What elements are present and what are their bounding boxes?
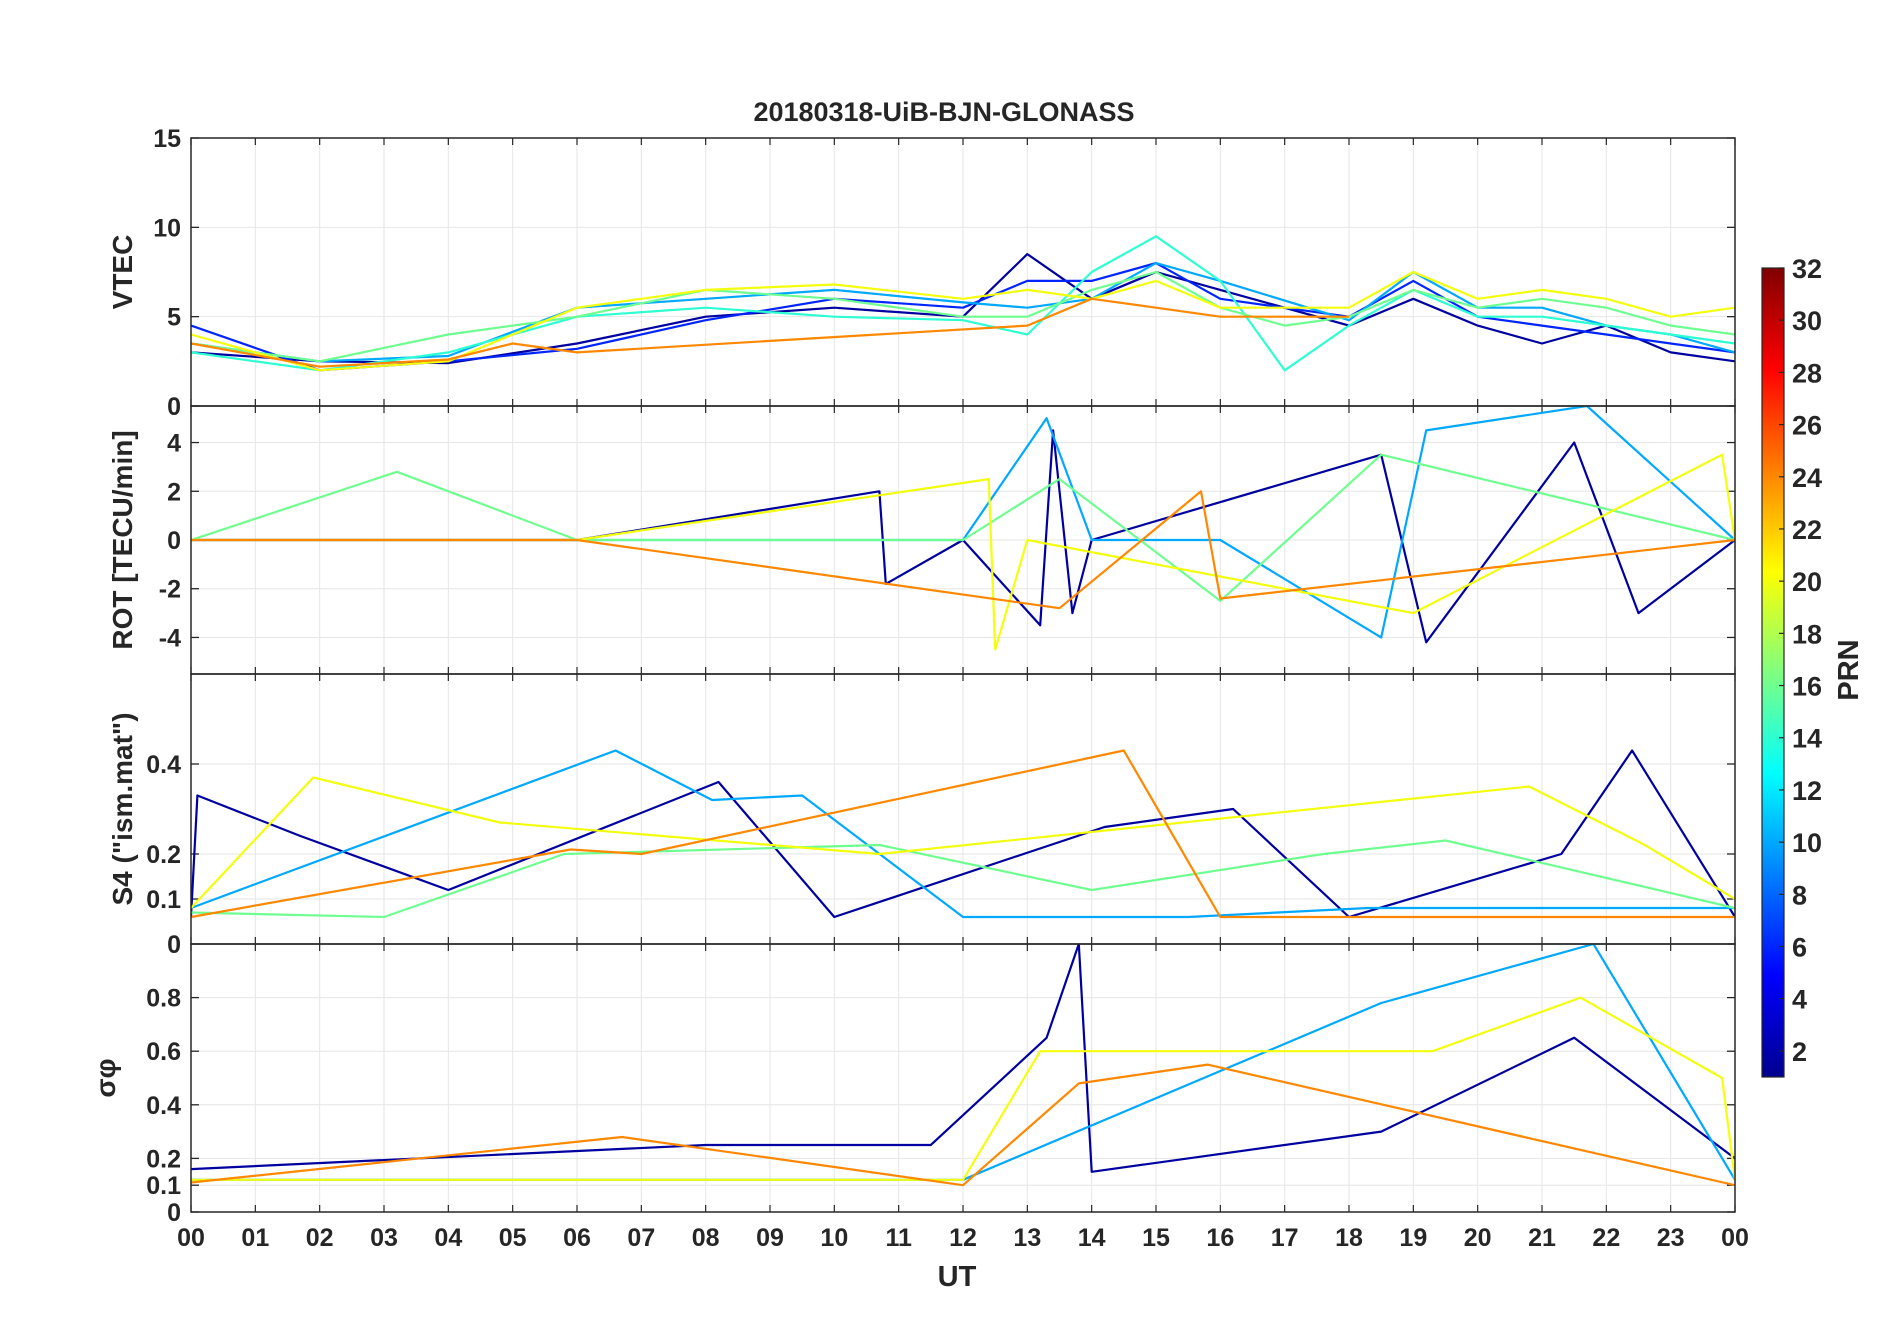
x-tick-label: 19 <box>1399 1224 1427 1252</box>
y-tick-label: 0.1 <box>146 1172 181 1200</box>
series-line-prn-10 <box>191 749 1735 919</box>
y-tick-label: 0 <box>167 393 181 421</box>
series-line-prn-24 <box>191 749 1735 919</box>
y-tick-label: 0 <box>167 931 181 959</box>
x-axis: 00 01 02 03 04 05 06 07 08 09 10 11 12 13 14 15 16 17 18 19… <box>177 1224 1749 1252</box>
colorbar-tick-label: 26 <box>1792 411 1822 441</box>
colorbar-tick-label: 30 <box>1792 306 1822 336</box>
series-line-prn-24 <box>191 490 1735 610</box>
x-tick-label: 16 <box>1206 1224 1234 1252</box>
x-axis-label: UT <box>938 1261 977 1293</box>
x-tick-label: 04 <box>434 1224 462 1252</box>
colorbar-tick-label: 12 <box>1792 776 1822 806</box>
y-tick-label: 0.8 <box>146 985 181 1013</box>
series-line-prn-24 <box>191 1063 1735 1187</box>
x-tick-label: 09 <box>756 1224 784 1252</box>
x-tick-label: 10 <box>820 1224 848 1252</box>
series-group <box>191 749 1735 919</box>
series-line-prn-6 <box>191 262 1735 372</box>
x-tick-label: 15 <box>1142 1224 1170 1252</box>
panel-frame <box>190 943 1736 1213</box>
x-tick-label: 02 <box>306 1224 334 1252</box>
series-line-prn-2 <box>191 944 1735 1173</box>
x-tick-label: 12 <box>949 1224 977 1252</box>
y-tick-label: 0.2 <box>146 1145 181 1173</box>
panel-sigma_phi: 00.10.2 0.4 0.6 0.8 σφ <box>90 943 1736 1227</box>
chart-title: 20180318-UiB-BJN-GLONASS <box>753 97 1134 127</box>
colorbar-tick-label: 10 <box>1792 828 1822 858</box>
colorbar-tick-label: 22 <box>1792 515 1822 545</box>
x-tick-label: 22 <box>1592 1224 1620 1252</box>
x-tick-label: 20 <box>1464 1224 1492 1252</box>
y-tick-label: 0.6 <box>146 1038 181 1066</box>
series-line-prn-20 <box>191 776 1735 909</box>
y-axis-label: ROT [TECU/min] <box>107 430 138 649</box>
series-line-prn-16 <box>191 270 1735 363</box>
x-tick-label: 21 <box>1528 1224 1556 1252</box>
colorbar-gradient <box>1761 267 1785 1078</box>
x-tick-label: 18 <box>1335 1224 1363 1252</box>
x-tick-label: 05 <box>499 1224 527 1252</box>
y-tick-label: 10 <box>153 214 181 242</box>
panel-VTEC: 0 5 10 15 VTEC <box>107 125 1736 421</box>
colorbar-label: PRN <box>1833 639 1865 700</box>
x-tick-label: 13 <box>1013 1224 1041 1252</box>
y-tick-label: 4 <box>167 430 181 458</box>
colorbar-tick-label: 24 <box>1792 463 1822 493</box>
series-line-prn-20 <box>191 453 1735 651</box>
x-tick-label: 14 <box>1078 1224 1106 1252</box>
colorbar-tick-label: 18 <box>1792 619 1822 649</box>
x-tick-label: 06 <box>563 1224 591 1252</box>
series-line-prn-2 <box>191 749 1735 919</box>
colorbar-tick-label: 20 <box>1792 567 1822 597</box>
x-tick-label: 07 <box>627 1224 655 1252</box>
series-line-prn-24 <box>191 297 1349 368</box>
series-line-prn-20 <box>191 270 1735 372</box>
y-tick-label: 2 <box>167 478 181 506</box>
x-tick-label: 00 <box>177 1224 205 1252</box>
y-tick-label: 0.2 <box>146 841 181 869</box>
panel-ROT: -4 -2 0 2 4 ROT [TECU/min] <box>107 405 1736 675</box>
y-tick-label: 0 <box>167 1199 181 1227</box>
y-tick-label: 0.4 <box>146 751 181 779</box>
series-line-prn-2 <box>191 429 1735 644</box>
colorbar-tick-label: 2 <box>1792 1037 1807 1067</box>
x-tick-label: 03 <box>370 1224 398 1252</box>
series-group <box>191 944 1735 1187</box>
series-line-prn-16 <box>191 453 1735 603</box>
y-tick-label: 0.1 <box>146 886 181 914</box>
colorbar-tick-label: 32 <box>1792 254 1822 284</box>
colorbar-tick-label: 14 <box>1792 724 1822 754</box>
colorbar-tick-label: 28 <box>1792 358 1822 388</box>
y-tick-label: 15 <box>153 125 181 153</box>
y-tick-label: 5 <box>167 304 181 332</box>
panel-S4: 0 0.1 0.2 0.4 S4 ("ism.mat") <box>107 673 1736 959</box>
colorbar-tick-label: 6 <box>1792 933 1807 963</box>
y-axis-label: VTEC <box>107 235 138 310</box>
colorbar-tick-label: 16 <box>1792 672 1822 702</box>
colorbar-tick-label: 4 <box>1792 985 1807 1015</box>
y-tick-label: 0.4 <box>146 1092 181 1120</box>
x-tick-label: 01 <box>241 1224 269 1252</box>
colorbar-tick-label: 8 <box>1792 880 1807 910</box>
x-tick-label: 00 <box>1721 1224 1749 1252</box>
series-line-prn-16 <box>191 839 1735 919</box>
y-tick-label: -4 <box>159 624 181 652</box>
y-tick-label: 0 <box>167 527 181 555</box>
x-tick-label: 08 <box>692 1224 720 1252</box>
y-axis-label: σφ <box>90 1058 121 1097</box>
x-tick-label: 11 <box>885 1224 912 1252</box>
x-tick-label: 23 <box>1657 1224 1685 1252</box>
series-line-prn-20 <box>191 996 1735 1181</box>
series-line-prn-2 <box>191 253 1735 365</box>
x-tick-label: 17 <box>1271 1224 1299 1252</box>
y-axis-label: S4 ("ism.mat") <box>107 712 138 905</box>
series-group <box>191 235 1735 372</box>
series-group <box>191 406 1735 651</box>
y-tick-label: -2 <box>159 576 181 604</box>
